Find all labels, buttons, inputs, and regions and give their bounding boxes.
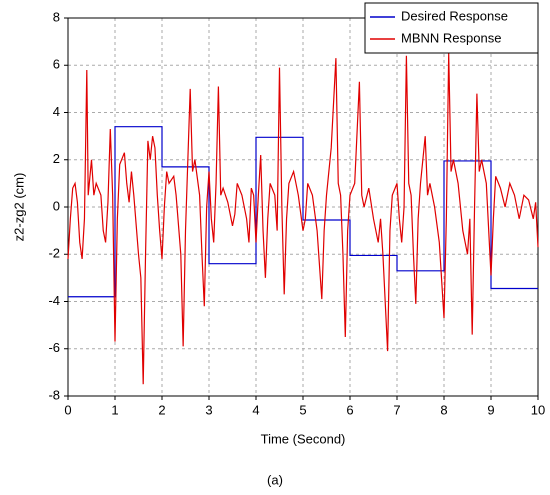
x-tick-label: 9 bbox=[487, 402, 494, 417]
y-tick-label: -2 bbox=[48, 246, 60, 261]
x-tick-label: 5 bbox=[299, 402, 306, 417]
y-tick-label: 8 bbox=[53, 9, 60, 24]
series-line bbox=[67, 53, 539, 385]
y-tick-label: 0 bbox=[53, 198, 60, 213]
x-tick-label: 3 bbox=[205, 402, 212, 417]
y-tick-label: -4 bbox=[48, 293, 60, 308]
y-tick-label: -6 bbox=[48, 340, 60, 355]
x-tick-label: 4 bbox=[252, 402, 259, 417]
x-tick-label: 0 bbox=[64, 402, 71, 417]
plot-frame bbox=[67, 17, 539, 397]
x-tick-label: 8 bbox=[440, 402, 447, 417]
legend-label: Desired Response bbox=[401, 8, 508, 23]
y-tick-label: 2 bbox=[53, 151, 60, 166]
y-tick-label: 6 bbox=[53, 57, 60, 72]
y-tick-label: -8 bbox=[48, 387, 60, 402]
x-tick-label: 1 bbox=[111, 402, 118, 417]
caption: (a) bbox=[267, 472, 283, 487]
legend-box bbox=[364, 2, 539, 54]
x-axis-label: Time (Second) bbox=[261, 431, 346, 446]
x-tick-label: 2 bbox=[158, 402, 165, 417]
x-tick-label: 7 bbox=[393, 402, 400, 417]
legend-label: MBNN Response bbox=[401, 30, 501, 45]
y-axis-label: z2-zg2 (cm) bbox=[11, 173, 26, 242]
series-line bbox=[68, 126, 538, 298]
x-tick-label: 10 bbox=[531, 402, 545, 417]
y-tick-label: 4 bbox=[53, 104, 60, 119]
x-tick-label: 6 bbox=[346, 402, 353, 417]
